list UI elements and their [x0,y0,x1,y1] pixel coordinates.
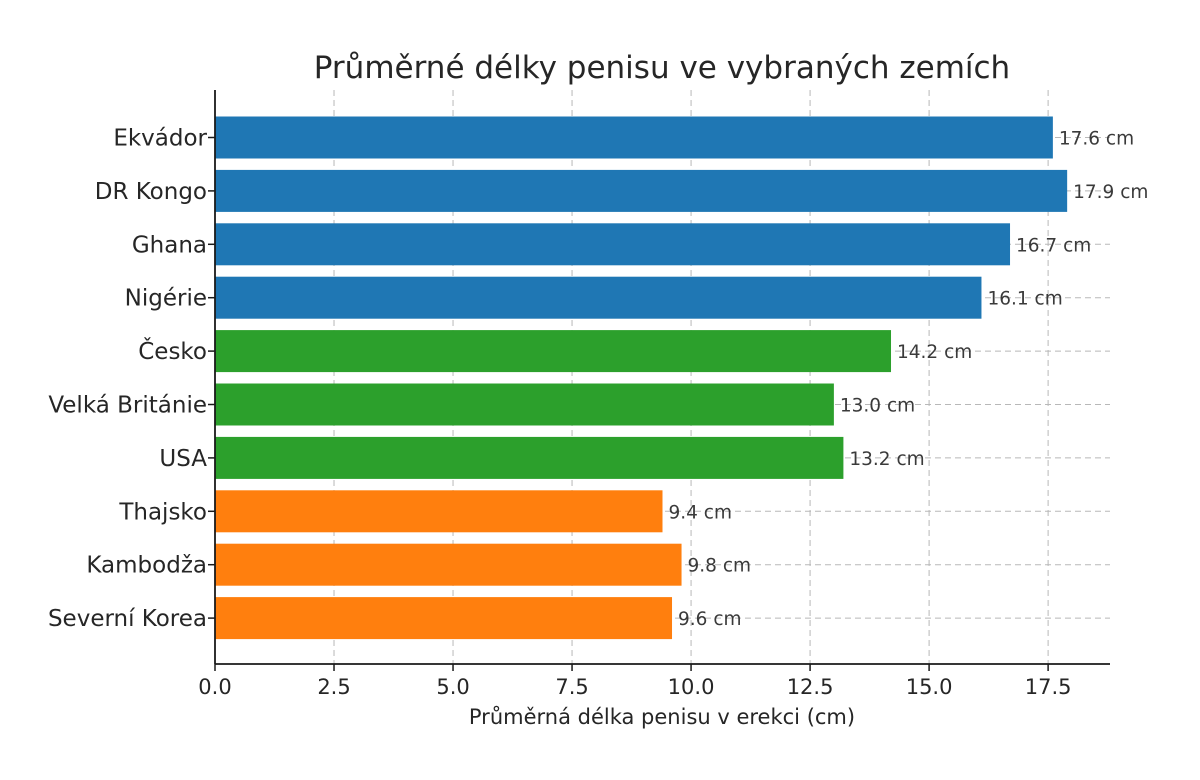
bar-value-label: 13.0 cm [840,396,915,417]
category-label: Velká Británie [48,393,207,419]
bar-value-label: 16.7 cm [1016,235,1091,256]
x-tick-label: 12.5 [787,675,834,699]
bars [215,116,1068,640]
category-label: Česko [138,337,207,365]
bar-value-label: 16.1 cm [987,289,1062,310]
category-labels: Ekvádor DR Kongo Ghana Nigérie Česko Velká Br… [48,126,208,633]
x-tick-label: 7.5 [555,675,588,699]
category-label: DR Kongo [95,179,207,205]
bar-value-label: 13.2 cm [849,449,924,470]
bar [215,490,663,533]
data-labels: 17.6 cm 17.9 cm 16.7 cm 16.1 cm 14.2 cm 13.0 … [669,129,1149,631]
bar-value-label: 14.2 cm [897,342,972,363]
category-label: Thajsko [118,499,207,525]
bar-value-label: 17.6 cm [1059,129,1134,150]
bar [215,597,673,640]
x-tick-label: 17.5 [1025,675,1072,699]
category-label: Nigérie [125,286,207,312]
bar-value-label: 9.8 cm [688,556,752,577]
x-tick-label: 5.0 [436,675,469,699]
bar [215,436,844,479]
x-axis-label: Průměrná délka penisu v erekci (cm) [469,705,855,729]
category-label: Severní Korea [48,606,207,632]
x-tick-label: 2.5 [317,675,350,699]
category-label: Ghana [132,232,207,258]
bar [215,116,1053,159]
category-label: Ekvádor [113,126,207,152]
bar [215,330,892,373]
x-axis-ticks: 0.0 2.5 5.0 7.5 10.0 12.5 15.0 17.5 [198,136,1072,699]
bar-value-label: 9.6 cm [678,609,742,630]
category-label: Kambodža [86,553,207,579]
bar [215,543,682,586]
bar [215,383,834,426]
x-tick-label: 15.0 [906,675,953,699]
chart-title: Průměrné délky penisu ve vybraných zemíc… [314,50,1010,86]
bar-value-label: 17.9 cm [1073,182,1148,203]
bar [215,169,1068,212]
x-tick-label: 10.0 [668,675,715,699]
bar-value-label: 9.4 cm [669,502,733,523]
bar [215,276,982,319]
category-label: USA [159,446,207,472]
x-tick-label: 0.0 [198,675,231,699]
bar [215,223,1011,266]
